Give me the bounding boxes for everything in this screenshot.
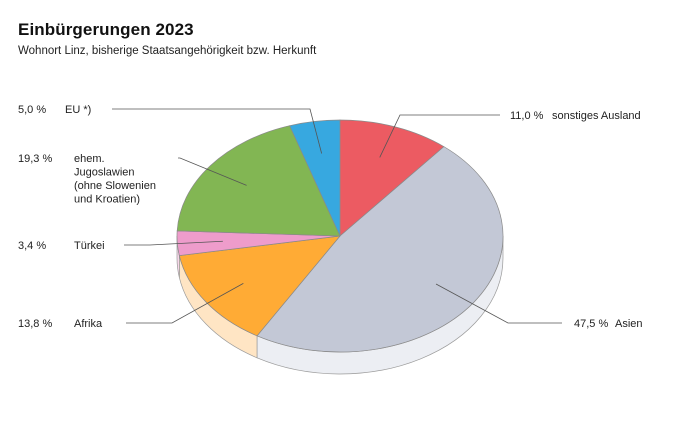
leader-line [379, 114, 500, 158]
pie-slices [176, 119, 504, 353]
value-label: 47,5 % [574, 318, 608, 330]
value-label: 3,4 % [18, 240, 46, 252]
category-label: Türkei [74, 240, 105, 252]
value-label: 5,0 % [18, 104, 46, 116]
category-label: sonstiges Ausland [552, 110, 641, 122]
pie-slice [176, 125, 341, 237]
leader-line [112, 108, 323, 154]
leader-line [124, 240, 223, 246]
leader-line [178, 157, 247, 186]
category-label: Afrika [74, 318, 103, 330]
leader-lines [112, 108, 562, 324]
pie-slice [339, 119, 445, 237]
leader-line [126, 283, 244, 324]
category-label: (ohne Slowenien [74, 180, 156, 192]
pie-slice [289, 119, 341, 237]
category-label: und Kroatien) [74, 194, 140, 206]
value-label: 19,3 % [18, 153, 52, 165]
category-label: Asien [615, 318, 643, 330]
chart-title: Einbürgerungen 2023 [18, 20, 194, 39]
value-label: 13,8 % [18, 318, 52, 330]
category-label: EU *) [65, 104, 91, 116]
value-label: 11,0 % [510, 110, 544, 122]
leader-line [435, 283, 562, 324]
pie-slice [178, 235, 341, 337]
pie-slice [256, 146, 504, 353]
chart-subtitle: Wohnort Linz, bisherige Staatsangehörigk… [18, 45, 317, 57]
category-label: Jugoslawien [74, 167, 135, 179]
slice-labels: 11,0 % sonstiges Ausland 47,5 % Asien 13,8 %… [18, 104, 643, 330]
category-label: ehem. [74, 153, 105, 165]
